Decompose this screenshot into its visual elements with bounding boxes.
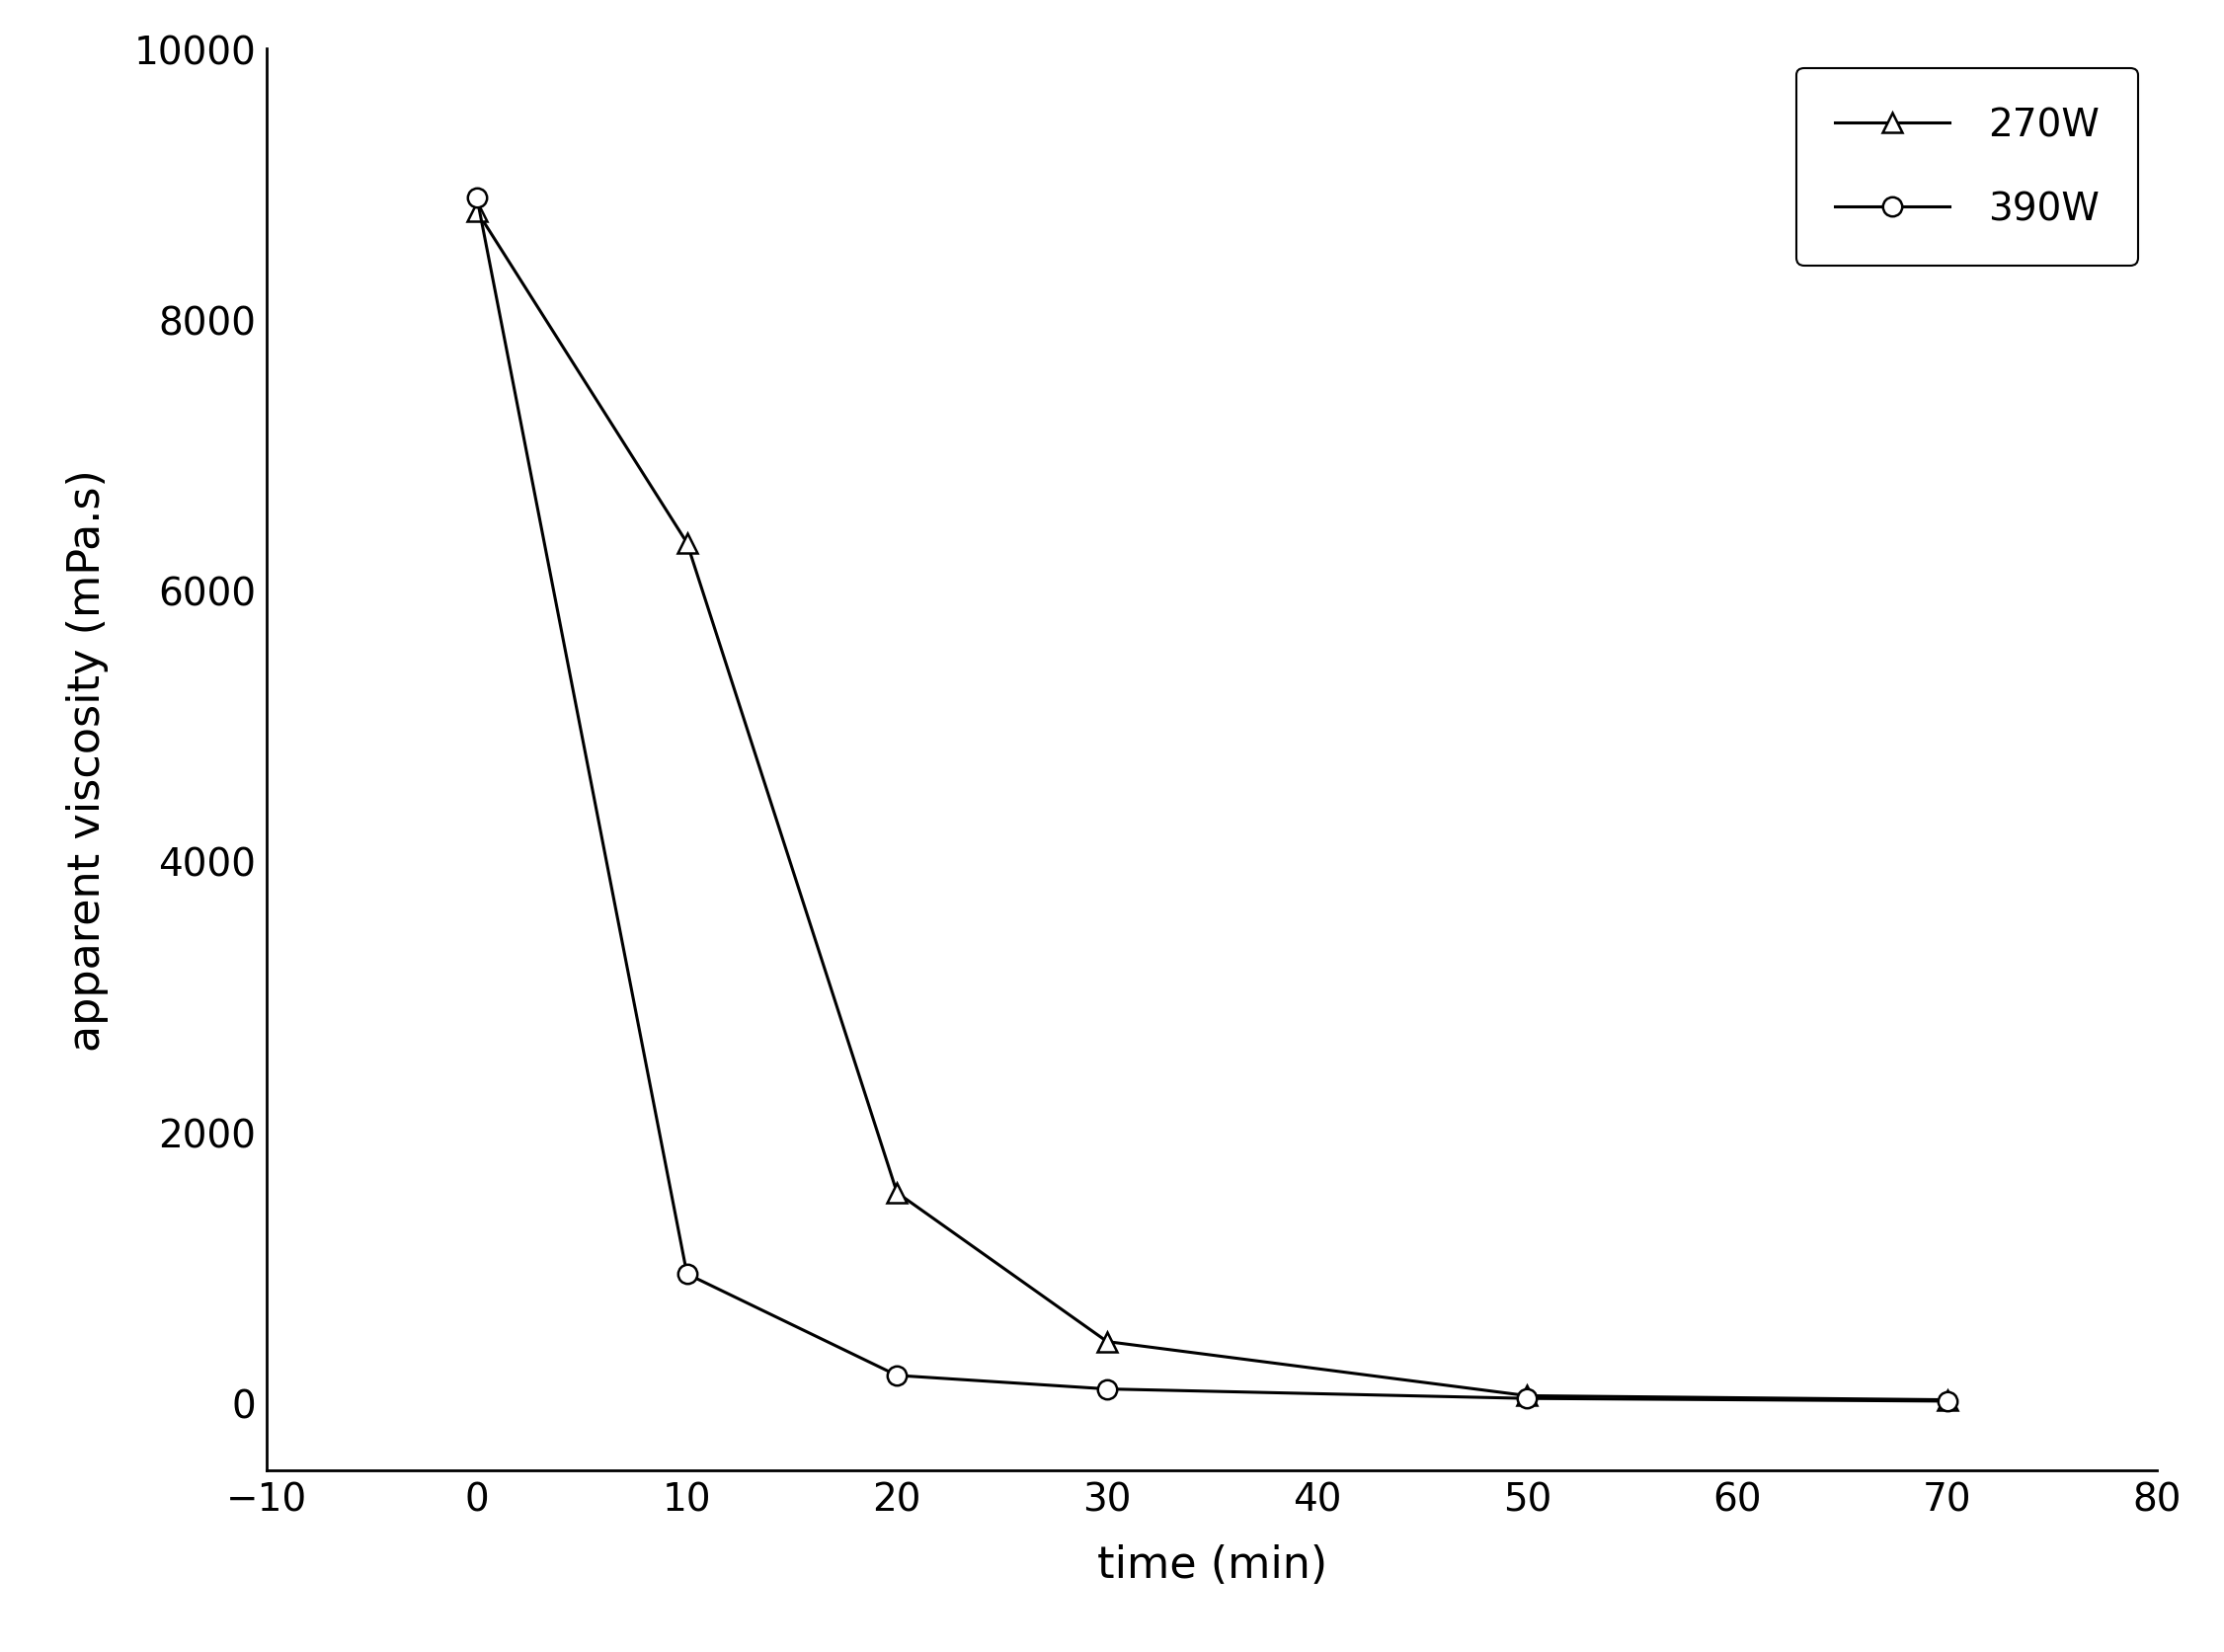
- Y-axis label: apparent viscosity (mPa.s): apparent viscosity (mPa.s): [67, 469, 109, 1051]
- 390W: [674, 1264, 701, 1284]
- 390W: [463, 188, 489, 208]
- Line: 270W: 270W: [467, 202, 1957, 1409]
- 270W: [883, 1183, 910, 1203]
- Legend: 270W, 390W: 270W, 390W: [1797, 69, 2137, 266]
- 270W: [1094, 1332, 1121, 1351]
- 270W: [674, 534, 701, 553]
- 390W: [1515, 1389, 1541, 1409]
- 390W: [883, 1366, 910, 1386]
- 270W: [1935, 1389, 1962, 1409]
- 270W: [463, 202, 489, 221]
- 270W: [1515, 1386, 1541, 1406]
- 390W: [1094, 1379, 1121, 1399]
- 390W: [1935, 1391, 1962, 1411]
- Line: 390W: 390W: [467, 188, 1957, 1411]
- X-axis label: time (min): time (min): [1096, 1543, 1328, 1586]
